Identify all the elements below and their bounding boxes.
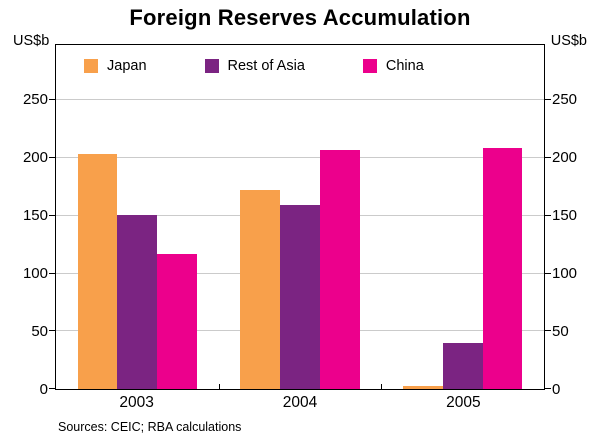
y-axis-label-right-150: 150 [552, 206, 578, 224]
bar-japan-2005 [402, 385, 443, 389]
y-axis-labels-left: 0 50 100 150 200 250 [4, 44, 48, 397]
y-axis-label-right-250: 250 [552, 90, 578, 108]
y-tick-left-100 [49, 272, 55, 274]
bar-japan-2003 [77, 153, 118, 389]
y-axis-label-right-200: 200 [552, 148, 578, 166]
gridline-250 [56, 99, 544, 101]
bar-rest-of-asia-2005 [442, 342, 483, 389]
y-axis-label-left-200: 200 [22, 148, 48, 166]
bar-china-2003 [157, 253, 198, 389]
legend-label-china: China [385, 58, 424, 74]
bar-china-2004 [319, 150, 360, 389]
y-axis-label-right-50: 50 [552, 322, 569, 340]
x-axis-tick-2 [381, 384, 383, 389]
legend-swatch-rest-of-asia [204, 59, 219, 73]
y-tick-right-50 [545, 330, 551, 332]
y-axis-label-right-0: 0 [552, 381, 561, 398]
y-tick-right-0 [545, 388, 551, 389]
bar-group-2005 [381, 45, 544, 389]
gridline-200 [56, 157, 544, 159]
y-axis-label-right-100: 100 [552, 264, 578, 282]
y-tick-left-50 [49, 330, 55, 332]
y-tick-left-0 [49, 388, 55, 389]
y-axis-labels-right: 0 50 100 150 200 250 [552, 44, 596, 397]
bar-rest-of-asia-2004 [280, 205, 320, 389]
legend-swatch-japan [84, 59, 98, 73]
y-axis-unit-left: US$b [13, 33, 50, 49]
y-axis-unit-right: US$b [550, 33, 587, 49]
y-axis-label-left-0: 0 [39, 381, 48, 398]
y-axis-label-left-100: 100 [22, 264, 48, 282]
y-axis-label-left-50: 50 [31, 322, 48, 340]
y-tick-left-200 [49, 157, 55, 159]
legend-label-japan: Japan [107, 58, 147, 74]
x-axis-label-2004: 2004 [282, 394, 318, 411]
x-axis-tick-1 [218, 384, 220, 389]
x-axis-labels: 2003 2004 2005 [55, 394, 545, 414]
bar-china-2005 [482, 147, 523, 389]
legend-item-rest-of-asia: Rest of Asia [204, 58, 305, 74]
legend-item-japan: Japan [84, 58, 147, 74]
x-axis-label-2003: 2003 [119, 394, 154, 411]
legend-label-rest-of-asia: Rest of Asia [227, 58, 305, 74]
y-tick-right-150 [545, 214, 551, 216]
legend-item-china: China [362, 58, 424, 74]
bar-group-2004 [219, 45, 382, 389]
chart-title: Foreign Reserves Accumulation [129, 5, 471, 30]
y-tick-right-100 [545, 272, 551, 274]
y-tick-right-250 [545, 99, 551, 101]
bar-japan-2004 [240, 190, 281, 389]
legend-swatch-china [362, 59, 377, 73]
bar-group-2003 [56, 45, 219, 389]
y-tick-left-150 [49, 214, 55, 216]
x-axis-label-2005: 2005 [446, 394, 481, 411]
source-note: Sources: CEIC; RBA calculations [58, 420, 242, 434]
y-axis-label-left-250: 250 [22, 90, 48, 108]
bar-rest-of-asia-2003 [117, 214, 158, 389]
legend: Japan Rest of Asia China [84, 58, 424, 74]
y-axis-label-left-150: 150 [22, 206, 48, 224]
y-tick-right-200 [545, 157, 551, 159]
plot-area: Japan Rest of Asia China [49, 44, 551, 390]
y-tick-left-250 [49, 99, 55, 101]
